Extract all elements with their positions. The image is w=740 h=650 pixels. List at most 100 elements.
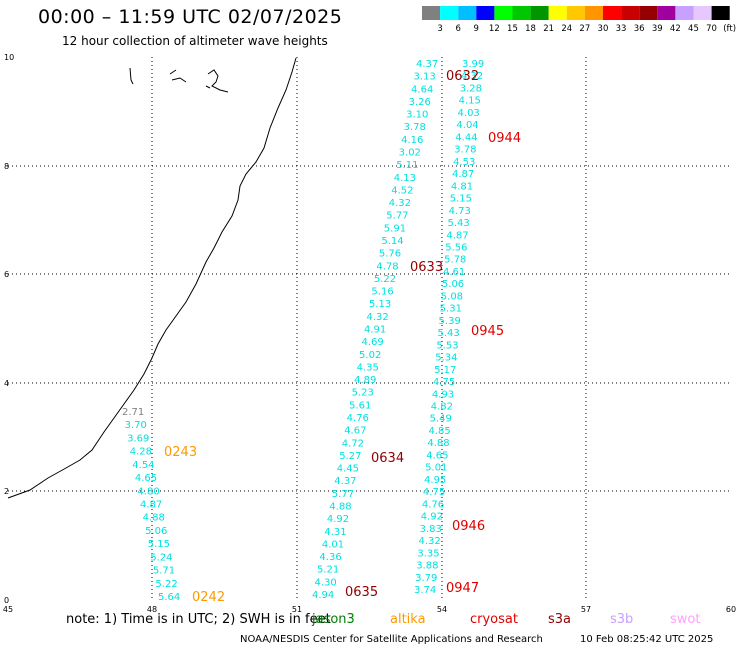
swh-value: 4.80 [137, 486, 159, 497]
swh-value: 5.77 [386, 211, 408, 222]
swh-value: 3.79 [415, 573, 437, 584]
legend-swatch [440, 6, 459, 20]
pass-time-label: 0242 [192, 590, 225, 605]
swh-value: 4.94 [312, 590, 334, 601]
swh-value: 4.92 [421, 512, 443, 523]
swh-value: 4.76 [347, 413, 369, 424]
swh-value: 5.15 [450, 194, 472, 205]
legend-label: 45 [688, 24, 699, 34]
swh-value: 3.69 [127, 433, 149, 444]
swh-value: 4.73 [449, 206, 471, 217]
swh-value: 4.13 [394, 173, 416, 184]
y-tick-label: 6 [4, 270, 9, 279]
swh-value: 5.61 [349, 400, 371, 411]
swh-value: 3.28 [460, 83, 482, 94]
legend-swatch [639, 6, 658, 20]
swh-value: 4.87 [452, 169, 474, 180]
y-tick-label: 2 [4, 487, 9, 496]
legend-swatch [693, 6, 712, 20]
swh-value: 4.16 [401, 135, 423, 146]
swh-value: 4.87 [140, 500, 162, 511]
swh-value: 4.54 [132, 460, 154, 471]
swh-value: 4.52 [391, 185, 413, 196]
swh-value: 5.08 [441, 291, 463, 302]
swh-value: 4.61 [443, 267, 465, 278]
swh-value: 4.32 [366, 312, 388, 323]
legend-label: (ft) [723, 24, 736, 34]
swh-value: 4.37 [416, 59, 438, 70]
x-tick-label: 57 [581, 605, 591, 614]
legend-label: 15 [507, 24, 518, 34]
swh-value: 4.93 [432, 389, 454, 400]
legend-swatch [711, 6, 730, 20]
swh-value: 4.89 [354, 375, 376, 386]
swh-value: 5.24 [150, 552, 172, 563]
footer-note: note: 1) Time is in UTC; 2) SWH is in fe… [66, 612, 331, 627]
legend-swatch [675, 6, 694, 20]
coastline [7, 57, 297, 499]
color-legend: 3 6 9 12 15 18 21 24 27 30 33 36 39 42 45 70 (ft) [422, 6, 736, 34]
swh-value: 2.71 [122, 407, 144, 418]
y-tick-label: 4 [4, 379, 9, 388]
swh-value: 3.02 [399, 148, 421, 159]
swh-value: 5.21 [317, 565, 339, 576]
swh-value: 3.13 [414, 72, 436, 83]
swh-value: 3.74 [414, 585, 436, 596]
swh-value: 5.01 [425, 463, 447, 474]
swh-value: 5.64 [158, 592, 180, 603]
swh-value: 5.49 [430, 414, 452, 425]
swh-value: 5.22 [374, 274, 396, 285]
swh-value: 5.39 [439, 316, 461, 327]
map-title: 00:00 – 11:59 UTC 02/07/2025 [38, 6, 343, 28]
swh-value: 5.34 [435, 353, 457, 364]
swh-value: 5.43 [437, 328, 459, 339]
swh-value: 5.78 [444, 255, 466, 266]
swh-value: 5.56 [445, 242, 467, 253]
swh-value: 5.76 [379, 249, 401, 260]
swh-value: 4.64 [411, 84, 433, 95]
legend-swatch [566, 6, 585, 20]
swh-value: 3.78 [454, 145, 476, 156]
swh-value: 4.75 [433, 377, 455, 388]
legend-swatch [512, 6, 531, 20]
sat-cryosat: cryosat [470, 612, 518, 627]
swh-value: 5.13 [369, 299, 391, 310]
swh-value: 5.14 [381, 236, 403, 247]
swh-value: 4.03 [458, 108, 480, 119]
pass-time-label: 0947 [446, 581, 479, 596]
swh-value: 4.78 [376, 261, 398, 272]
map-grid: 45 48 51 54 57 60 0 2 4 6 8 10 [3, 53, 736, 614]
legend-label: 42 [670, 24, 681, 34]
legend-swatch [603, 6, 622, 20]
legend-label: 30 [598, 24, 609, 34]
swh-value: 4.31 [324, 527, 346, 538]
swh-value: 4.67 [344, 426, 366, 437]
pass-time-label: 0243 [164, 445, 197, 460]
legend-swatch [530, 6, 549, 20]
swh-value: 4.82 [431, 402, 453, 413]
legend-label: 12 [489, 24, 500, 34]
legend-label: 33 [616, 24, 627, 34]
sat-altika: altika [390, 612, 426, 627]
x-tick-label: 48 [147, 605, 157, 614]
swh-value: 4.92 [327, 514, 349, 525]
swh-value: 4.65 [135, 473, 157, 484]
swh-value: 4.75 [423, 487, 445, 498]
swh-value: 4.85 [429, 426, 451, 437]
legend-swatch [657, 6, 676, 20]
pass-time-label: 0945 [471, 324, 504, 339]
timestamp: 10 Feb 08:25:42 UTC 2025 [580, 634, 714, 645]
swh-value: 4.72 [342, 438, 364, 449]
swh-value: 3.78 [404, 122, 426, 133]
legend-label: 36 [634, 24, 645, 34]
pass-time-label: 0944 [488, 131, 521, 146]
swh-value: 4.76 [422, 499, 444, 510]
swh-value: 4.36 [319, 552, 341, 563]
swh-value: 5.91 [384, 223, 406, 234]
swh-value: 3.35 [417, 548, 439, 559]
swh-value: 5.22 [155, 579, 177, 590]
y-tick-label: 10 [4, 53, 14, 62]
swh-value: 4.32 [389, 198, 411, 209]
swh-value: 4.44 [455, 132, 477, 143]
x-tick-label: 60 [726, 605, 736, 614]
